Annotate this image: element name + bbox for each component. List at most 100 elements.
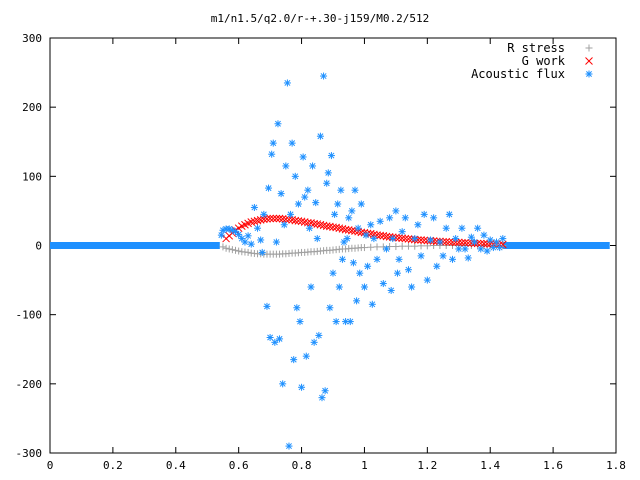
data-point [373,243,381,251]
data-point [442,224,450,232]
data-point [266,333,274,341]
data-point [393,269,401,277]
data-point [345,214,353,222]
data-point [285,442,293,450]
data-point [433,262,441,270]
data-point [480,239,488,248]
acoustic-flux-baseline-left [50,242,220,249]
x-tick-label: 1.6 [543,459,563,472]
data-point [458,224,466,232]
data-point [392,207,400,215]
data-point [279,380,287,388]
data-point [398,242,406,250]
data-point [458,238,466,247]
data-point [244,248,252,256]
data-point [489,244,497,252]
acoustic-flux-baseline [50,242,610,249]
data-point [290,356,298,364]
data-point [398,234,407,243]
data-point [294,200,302,208]
y-tick-label: -200 [16,378,43,391]
x-tick-label: 1.8 [606,459,626,472]
data-point [338,225,347,233]
x-tick-label: 1 [361,459,368,472]
data-point [411,235,419,243]
data-point [461,238,469,247]
data-point [471,238,478,246]
data-point [335,224,344,233]
data-point [486,236,494,244]
data-point [366,229,375,238]
data-point [376,231,385,240]
data-point [263,302,271,310]
data-point [353,297,361,305]
data-point [283,79,291,87]
data-point [461,245,469,253]
data-point [401,234,410,243]
data-point [423,276,431,284]
data-point [315,331,323,339]
x-tick-label: 1.2 [417,459,437,472]
x-tick-label: 0.4 [166,459,186,472]
data-point [266,214,274,223]
data-point [337,186,345,194]
x-tick-label: 1.4 [480,459,500,472]
x-tick-label: 0 [47,459,54,472]
data-point [250,203,258,211]
data-point [297,217,306,226]
data-point [305,224,313,232]
data-point [398,228,406,236]
data-point [318,394,326,402]
data-point [464,239,473,247]
data-point [332,223,340,232]
data-point [483,247,491,255]
data-point [316,132,324,140]
data-point [439,252,447,260]
data-point [265,184,273,192]
data-point [291,172,299,180]
data-point [316,220,325,229]
data-point [307,219,315,227]
data-point [271,338,279,346]
data-point [395,255,403,263]
data-point [247,218,256,226]
data-point [235,247,243,255]
data-point [360,244,368,252]
data-point [496,244,504,252]
data-point [368,300,376,308]
data-point [291,216,300,225]
data-point [319,221,328,230]
data-point [420,236,429,245]
data-point [217,231,225,239]
data-point [426,236,434,244]
data-point [301,193,309,201]
data-point [323,179,331,187]
legend-label: Acoustic flux [471,67,565,81]
data-point [335,283,343,291]
data-point [379,231,388,240]
data-point [480,231,488,239]
data-point [253,216,262,225]
data-point [392,243,400,251]
data-point [303,218,312,227]
data-point [274,120,282,128]
data-point [411,242,419,250]
data-point [499,235,507,243]
y-tick-label: -300 [16,447,43,460]
data-point [341,225,350,234]
data-point [254,224,262,232]
data-point [272,214,281,223]
x-tick-label: 0.6 [229,459,249,472]
data-point [343,235,351,243]
data-point [404,266,412,274]
data-point [287,210,295,218]
data-point [322,222,331,230]
data-point [344,226,353,234]
data-point [477,245,485,253]
data-point [404,242,412,250]
data-point [367,243,375,251]
data-point [247,240,255,248]
x-tick-label: 0.8 [292,459,312,472]
x-axis: 0 0.2 0.4 0.6 0.8 1 1.2 1.4 1.6 1.8 [47,38,626,472]
data-point [257,236,265,244]
